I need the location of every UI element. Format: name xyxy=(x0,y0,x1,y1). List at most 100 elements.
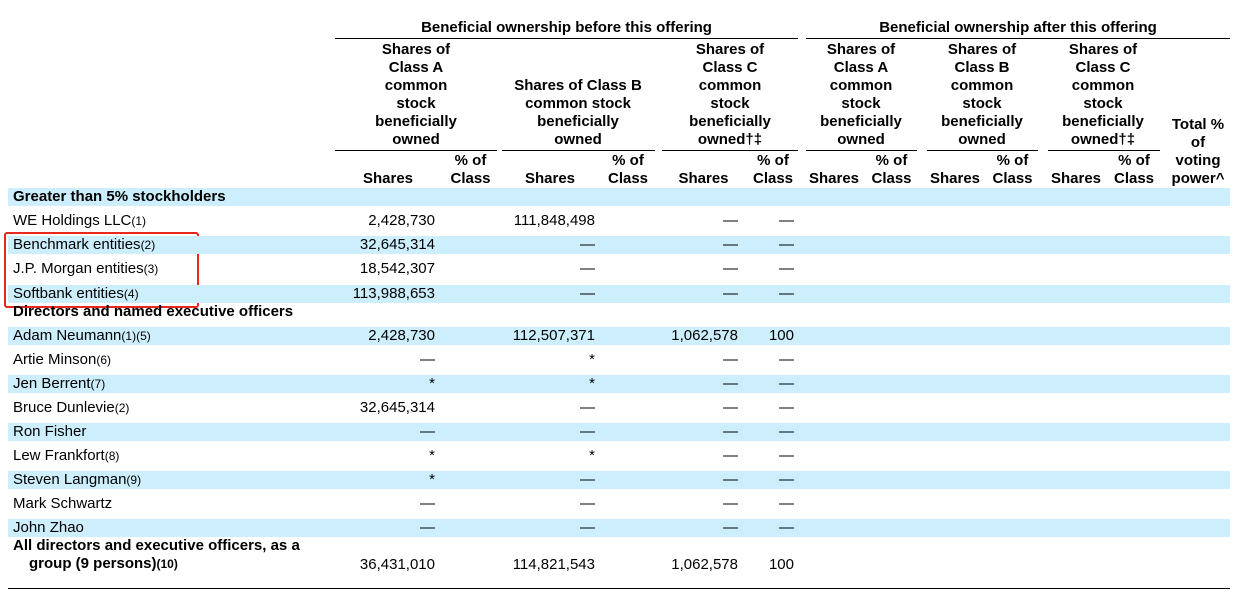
row-band xyxy=(8,519,1230,537)
cell: — xyxy=(779,260,794,277)
row-label: Lew Frankfort(8) xyxy=(13,447,119,465)
row-label: Ron Fisher xyxy=(13,423,86,441)
cell: 1,062,578 xyxy=(671,327,738,344)
subheader: Shares xyxy=(362,170,414,187)
footnote: (1) xyxy=(131,214,147,228)
subheader: % of Class xyxy=(752,152,794,187)
name: All directors and executive officers, as… xyxy=(13,537,300,572)
subheader: Shares xyxy=(678,170,729,187)
footnote: (10) xyxy=(156,557,178,571)
subheader: Shares xyxy=(808,170,860,187)
cell: 2,428,730 xyxy=(368,212,435,229)
row-band xyxy=(8,423,1230,441)
cell: — xyxy=(723,423,738,440)
cell: * xyxy=(589,447,595,464)
row-label: Jen Berrent(7) xyxy=(13,375,105,393)
row-label: Adam Neumann(1)(5) xyxy=(13,327,151,345)
cell: * xyxy=(589,351,595,368)
footnote: (2) xyxy=(140,238,156,252)
cell: — xyxy=(779,212,794,229)
footnote: (1)(5) xyxy=(121,329,151,343)
cell: — xyxy=(420,423,435,440)
name: Bruce Dunlevie xyxy=(13,399,115,416)
cell: 32,645,314 xyxy=(359,399,435,416)
name: Lew Frankfort xyxy=(13,447,105,464)
subheader: Shares xyxy=(1050,170,1102,187)
subheader: % of Class xyxy=(1113,152,1155,187)
rule xyxy=(335,150,497,151)
name: Artie Minson xyxy=(13,351,97,368)
rule xyxy=(662,150,798,151)
cell: 100 xyxy=(768,327,794,344)
section-title: Greater than 5% stockholders xyxy=(13,188,226,205)
cell: — xyxy=(779,447,794,464)
cell: — xyxy=(723,471,738,488)
subheader: % of Class xyxy=(871,152,912,187)
cell: — xyxy=(580,399,595,416)
cell: — xyxy=(779,236,794,253)
footnote: (4) xyxy=(123,287,139,301)
cell: — xyxy=(779,495,794,512)
cell: — xyxy=(779,351,794,368)
cell: — xyxy=(580,423,595,440)
cell: — xyxy=(723,519,738,536)
subheader: % of Class xyxy=(992,152,1033,187)
cell: 112,507,371 xyxy=(512,327,595,344)
name: Softbank entities xyxy=(13,285,124,302)
cell: — xyxy=(779,519,794,536)
row-band xyxy=(8,188,1230,206)
cell: 114,821,543 xyxy=(512,556,595,573)
row-label: All directors and executive officers, as… xyxy=(13,537,339,573)
cell: 2,428,730 xyxy=(368,327,435,344)
subheader: % of Class xyxy=(450,152,491,187)
row-label: John Zhao xyxy=(13,519,84,537)
footnote: (9) xyxy=(126,473,142,487)
column-header: Shares of Class A common stock beneficia… xyxy=(375,41,457,148)
cell: — xyxy=(580,471,595,488)
row-label: Artie Minson(6) xyxy=(13,351,111,369)
row-label: Bruce Dunlevie(2) xyxy=(13,399,129,417)
cell: — xyxy=(580,519,595,536)
cell: * xyxy=(429,375,435,392)
cell: — xyxy=(580,236,595,253)
subheader: Shares xyxy=(929,170,981,187)
column-header: Shares of Class C common stock beneficia… xyxy=(1062,41,1144,148)
group-title: Beneficial ownership before this offerin… xyxy=(421,19,712,36)
name: J.P. Morgan entities xyxy=(13,260,144,277)
row-label: WE Holdings LLC(1) xyxy=(13,212,146,230)
cell: — xyxy=(420,495,435,512)
rule xyxy=(502,150,655,151)
rule xyxy=(8,588,1230,589)
rule xyxy=(806,38,1230,39)
cell: — xyxy=(779,423,794,440)
footnote: (8) xyxy=(104,449,120,463)
cell: 100 xyxy=(768,556,794,573)
cell: 36,431,010 xyxy=(359,556,435,573)
cell: 18,542,307 xyxy=(359,260,435,277)
column-header: Shares of Class A common stock beneficia… xyxy=(820,41,902,148)
cell: 1,062,578 xyxy=(671,556,738,573)
row-label: Benchmark entities(2) xyxy=(13,236,155,254)
row-band xyxy=(8,471,1230,489)
subheader: Shares xyxy=(524,170,576,187)
footnote: (7) xyxy=(90,377,106,391)
cell: 32,645,314 xyxy=(359,236,435,253)
rule xyxy=(806,150,917,151)
cell: — xyxy=(723,260,738,277)
cell: * xyxy=(589,375,595,392)
cell: 113,988,653 xyxy=(352,285,435,302)
name: Adam Neumann xyxy=(13,327,122,344)
section-title: Directors and named executive officers xyxy=(13,303,294,320)
cell: — xyxy=(723,495,738,512)
footnote: (2) xyxy=(114,401,130,415)
cell: — xyxy=(420,519,435,536)
cell: — xyxy=(779,471,794,488)
row-label: Steven Langman(9) xyxy=(13,471,141,489)
cell: — xyxy=(779,285,794,302)
cell: — xyxy=(420,351,435,368)
subheader: % of Class xyxy=(607,152,649,187)
rule xyxy=(1048,150,1160,151)
highlight-box xyxy=(4,232,199,308)
rule xyxy=(927,150,1038,151)
